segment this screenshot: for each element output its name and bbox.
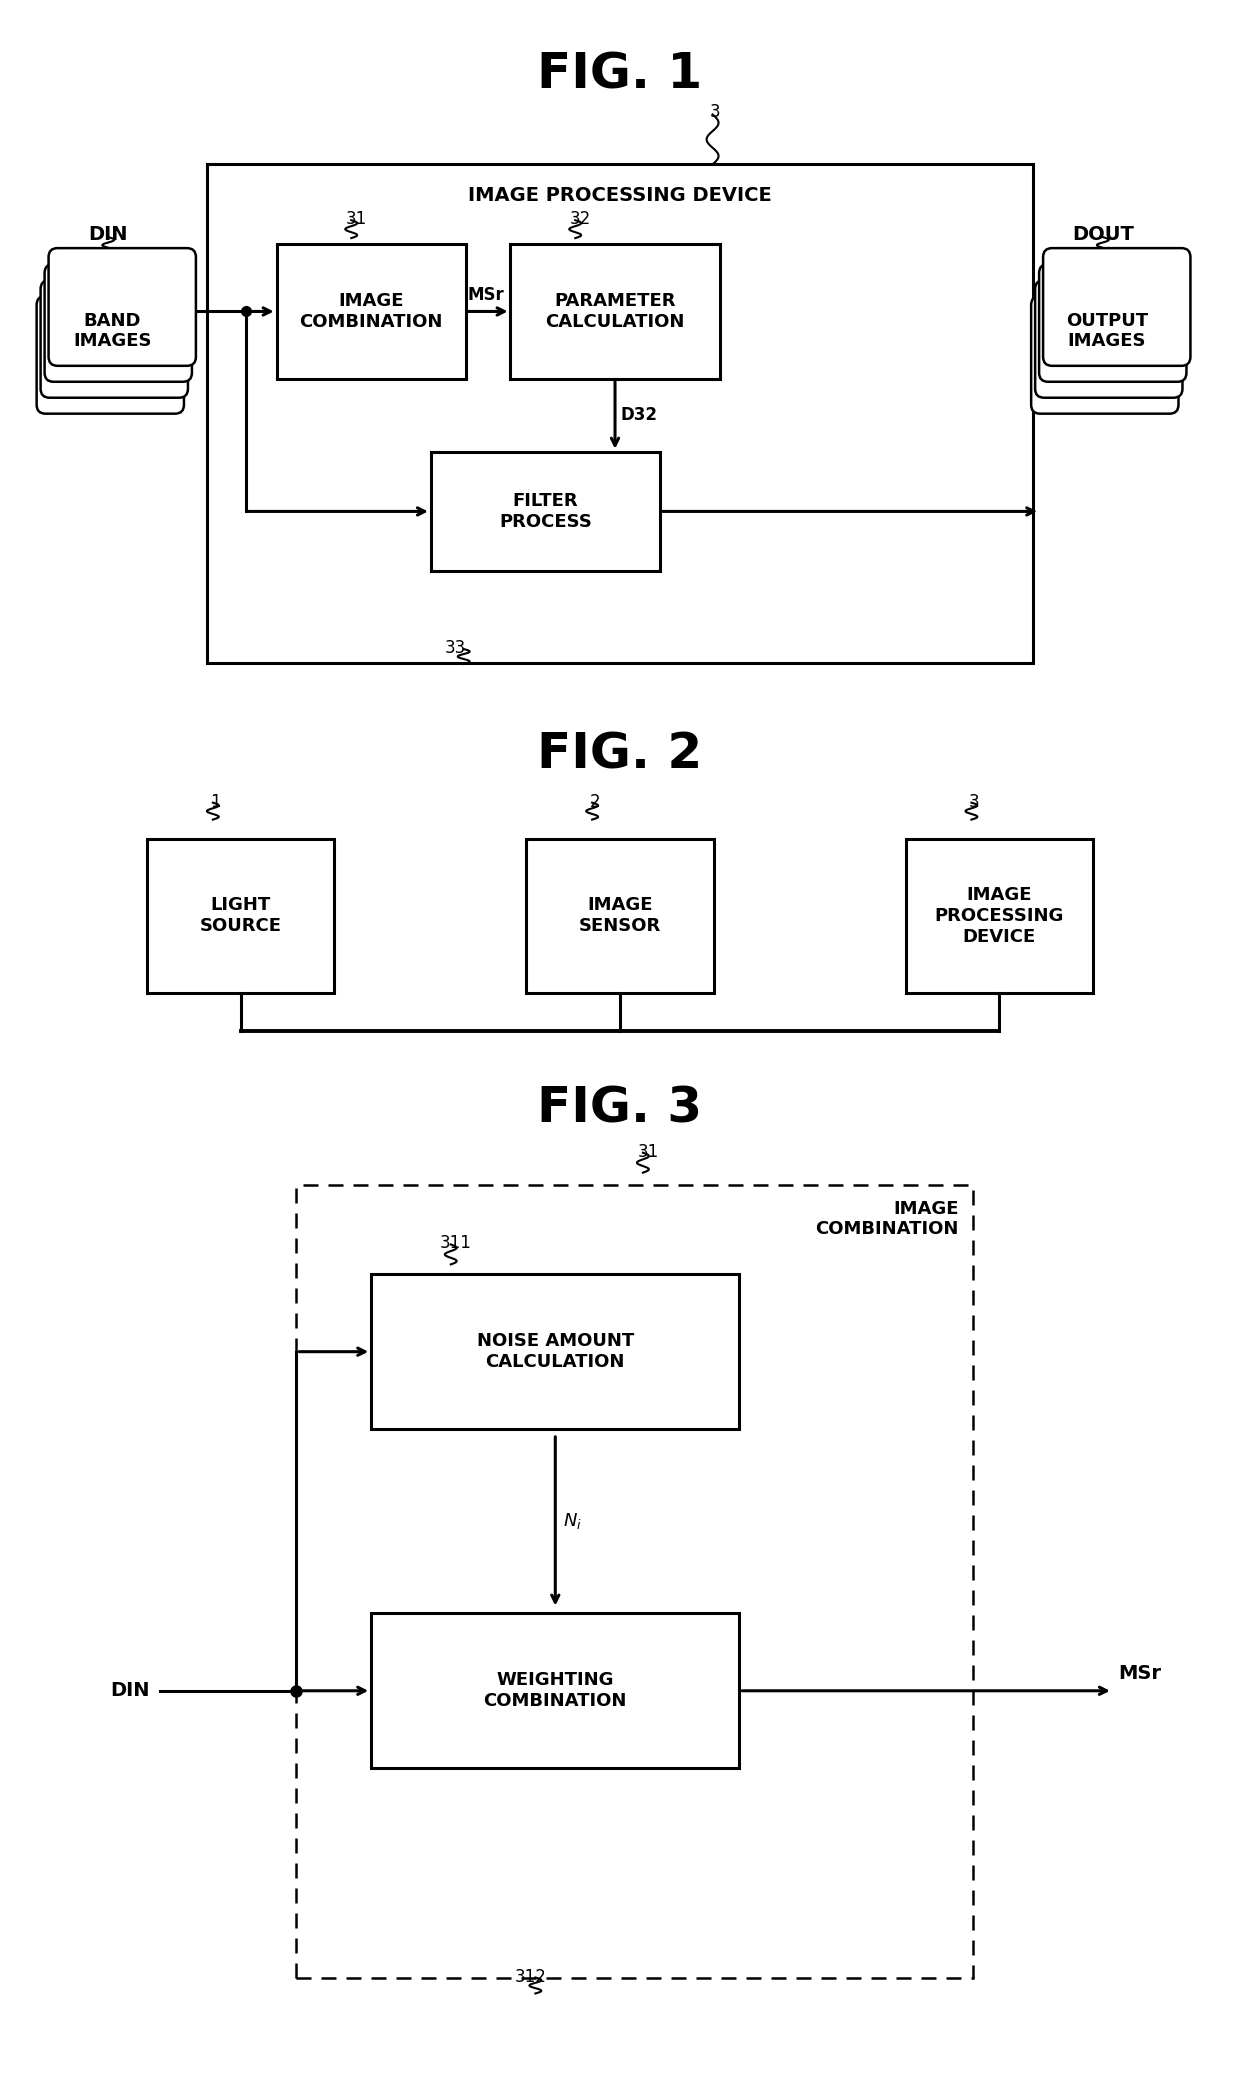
Bar bbox=[511, 245, 719, 378]
Bar bbox=[277, 245, 466, 378]
Text: NOISE AMOUNT
CALCULATION: NOISE AMOUNT CALCULATION bbox=[476, 1332, 634, 1372]
Text: FILTER
PROCESS: FILTER PROCESS bbox=[498, 491, 591, 531]
Text: IMAGE
COMBINATION: IMAGE COMBINATION bbox=[299, 293, 443, 330]
Text: FIG. 2: FIG. 2 bbox=[537, 732, 703, 778]
FancyBboxPatch shape bbox=[1039, 263, 1187, 383]
Bar bbox=[296, 1186, 973, 1978]
Text: DOUT: DOUT bbox=[1071, 226, 1133, 245]
Text: 3: 3 bbox=[709, 102, 720, 121]
Text: IMAGE
COMBINATION: IMAGE COMBINATION bbox=[815, 1200, 959, 1238]
Text: 312: 312 bbox=[515, 1968, 547, 1986]
FancyBboxPatch shape bbox=[37, 297, 184, 414]
Bar bbox=[371, 1273, 739, 1428]
Text: FIG. 3: FIG. 3 bbox=[537, 1085, 703, 1133]
Text: MSr: MSr bbox=[1117, 1664, 1161, 1683]
Bar bbox=[207, 165, 1033, 663]
Text: $N_i$: $N_i$ bbox=[563, 1512, 582, 1531]
Text: IMAGE
SENSOR: IMAGE SENSOR bbox=[579, 897, 661, 935]
FancyBboxPatch shape bbox=[1032, 297, 1178, 414]
Text: D32: D32 bbox=[620, 406, 657, 424]
Text: 33: 33 bbox=[445, 640, 466, 657]
FancyBboxPatch shape bbox=[45, 263, 192, 383]
Text: IMAGE PROCESSING DEVICE: IMAGE PROCESSING DEVICE bbox=[469, 186, 771, 205]
FancyBboxPatch shape bbox=[41, 280, 188, 397]
Text: 3: 3 bbox=[970, 792, 980, 811]
Bar bbox=[148, 838, 335, 993]
Bar bbox=[371, 1614, 739, 1769]
Text: 1: 1 bbox=[211, 792, 221, 811]
Text: 32: 32 bbox=[569, 211, 590, 228]
Text: MSr: MSr bbox=[467, 286, 505, 305]
Text: 31: 31 bbox=[637, 1144, 658, 1161]
Text: PARAMETER
CALCULATION: PARAMETER CALCULATION bbox=[546, 293, 684, 330]
FancyBboxPatch shape bbox=[1035, 280, 1183, 397]
Text: IMAGE
PROCESSING
DEVICE: IMAGE PROCESSING DEVICE bbox=[935, 887, 1064, 945]
Text: WEIGHTING
COMBINATION: WEIGHTING COMBINATION bbox=[484, 1671, 627, 1710]
Text: LIGHT
SOURCE: LIGHT SOURCE bbox=[200, 897, 281, 935]
Text: FIG. 1: FIG. 1 bbox=[537, 50, 703, 98]
FancyBboxPatch shape bbox=[48, 249, 196, 366]
Text: BAND
IMAGES: BAND IMAGES bbox=[73, 312, 151, 351]
Text: OUTPUT
IMAGES: OUTPUT IMAGES bbox=[1065, 312, 1148, 351]
Bar bbox=[430, 452, 660, 571]
Bar bbox=[527, 838, 713, 993]
Text: 311: 311 bbox=[440, 1234, 471, 1253]
Text: DIN: DIN bbox=[88, 226, 128, 245]
Text: DIN: DIN bbox=[110, 1681, 150, 1700]
Text: 2: 2 bbox=[590, 792, 600, 811]
FancyBboxPatch shape bbox=[1043, 249, 1190, 366]
Text: 31: 31 bbox=[346, 211, 367, 228]
Bar bbox=[905, 838, 1092, 993]
